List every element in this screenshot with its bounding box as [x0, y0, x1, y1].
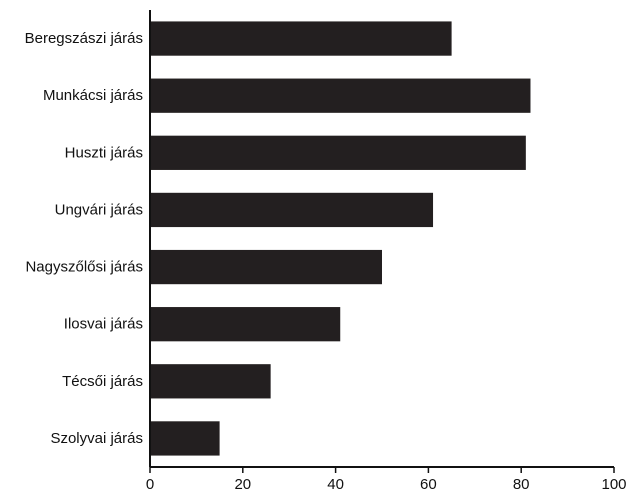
bar — [150, 192, 434, 228]
bar — [150, 364, 271, 399]
category-label: Ungvári járás — [55, 201, 143, 218]
bar — [150, 78, 531, 113]
category-labels: Beregszászi járás Munkácsi járás Huszti já… — [25, 30, 143, 447]
category-label: Técsői járás — [62, 373, 143, 390]
x-axis-ticks: 0 20 40 60 80 100 — [146, 467, 627, 493]
bar — [150, 135, 526, 170]
category-label: Beregszászi járás — [25, 30, 143, 47]
category-label: Munkácsi járás — [43, 87, 143, 104]
x-tick-label: 40 — [327, 476, 344, 493]
x-tick-label: 80 — [513, 476, 530, 493]
bar — [150, 307, 341, 342]
bar — [150, 421, 220, 456]
bars-group — [150, 21, 531, 456]
category-label: Huszti járás — [65, 144, 143, 161]
x-tick-label: 100 — [601, 476, 626, 493]
category-label: Szolyvai járás — [50, 430, 143, 447]
bar — [150, 249, 382, 285]
x-tick-label: 0 — [146, 476, 154, 493]
bar — [150, 21, 452, 56]
x-tick-label: 60 — [420, 476, 437, 493]
category-label: Ilosvai járás — [64, 316, 143, 333]
x-tick-label: 20 — [234, 476, 251, 493]
category-label: Nagyszőlősi járás — [25, 259, 143, 276]
